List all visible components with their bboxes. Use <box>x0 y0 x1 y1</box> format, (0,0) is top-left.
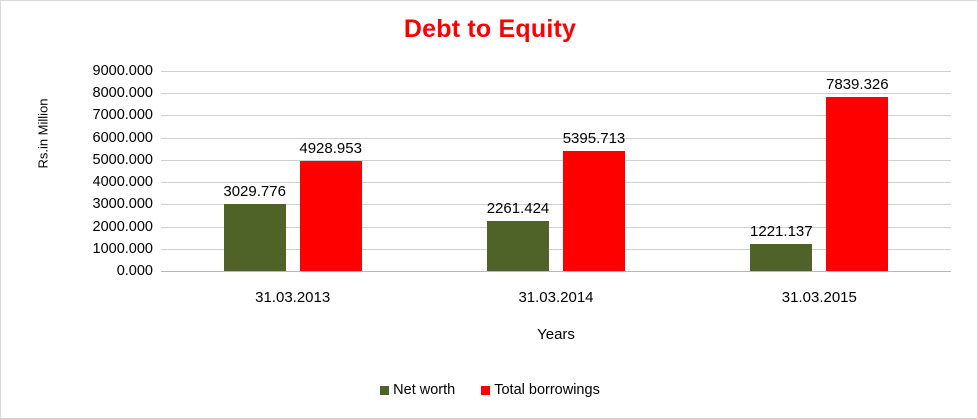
data-label: 4928.953 <box>299 140 362 158</box>
y-axis-tick-label: 8000.000 <box>92 85 153 102</box>
plot-area: 3029.776 4928.953 2261.424 5395.713 1221.137… <box>161 71 951 272</box>
data-label: 7839.326 <box>826 75 889 93</box>
data-label: 2261.424 <box>486 199 550 217</box>
legend-item-total-borrowings[interactable]: Total borrowings <box>481 382 600 398</box>
legend-label: Total borrowings <box>494 382 600 398</box>
bar-net-worth-31.03.2013[interactable] <box>223 203 286 271</box>
bar-total-borrowings-31.03.2014[interactable] <box>563 151 625 271</box>
chart-title: Debt to Equity <box>403 15 577 43</box>
gridline <box>161 115 951 117</box>
y-axis-tick-label: 2000.000 <box>92 218 153 235</box>
y-axis-tick-label: 9000.000 <box>92 63 153 79</box>
y-axis-tick-label: 3000.000 <box>92 196 153 213</box>
x-axis-title: Years <box>537 326 575 343</box>
legend-item-net-worth[interactable]: Net worth <box>380 382 455 398</box>
y-axis-tick-label: 7000.000 <box>92 107 153 124</box>
gridline <box>161 182 951 184</box>
gridline <box>161 93 951 95</box>
bar-net-worth-31.03.2014[interactable] <box>487 220 549 271</box>
data-label: 5395.713 <box>562 130 626 148</box>
y-axis-tick-label: 4000.000 <box>92 174 153 191</box>
bar-net-worth-31.03.2015[interactable] <box>750 243 813 271</box>
gridline <box>161 226 951 228</box>
y-axis-tick-label: 1000.000 <box>92 240 153 257</box>
gridline <box>161 71 951 72</box>
x-axis-tick-label: 31.03.2013 <box>255 289 331 306</box>
bar-total-borrowings-31.03.2013[interactable] <box>299 161 362 271</box>
gridline <box>161 248 951 250</box>
chart-legend: Net worth Total borrowings <box>1 382 977 398</box>
y-axis-tick-label: 6000.000 <box>92 129 153 146</box>
data-label: 1221.137 <box>750 222 813 240</box>
gridline <box>161 159 951 161</box>
bar-total-borrowings-31.03.2015[interactable] <box>826 96 889 271</box>
legend-label: Net worth <box>393 382 456 398</box>
x-axis-tick-labels: 31.03.2013 31.03.2014 31.03.2015 <box>161 289 951 311</box>
x-axis-tick-label: 31.03.2014 <box>518 289 594 306</box>
y-axis-tick-label: 5000.000 <box>92 151 153 168</box>
x-axis-line <box>161 271 951 272</box>
legend-swatch-icon <box>380 385 390 395</box>
gridline <box>161 204 951 206</box>
legend-swatch-icon <box>481 385 491 395</box>
y-axis-tick-labels: 9000.000 8000.000 7000.000 6000.000 5000.000… <box>1 1 153 418</box>
data-label: 3029.776 <box>223 182 286 200</box>
x-axis-tick-label: 31.03.2015 <box>781 289 857 306</box>
gridline <box>161 137 951 139</box>
y-axis-tick-label: 0.000 <box>116 263 153 279</box>
